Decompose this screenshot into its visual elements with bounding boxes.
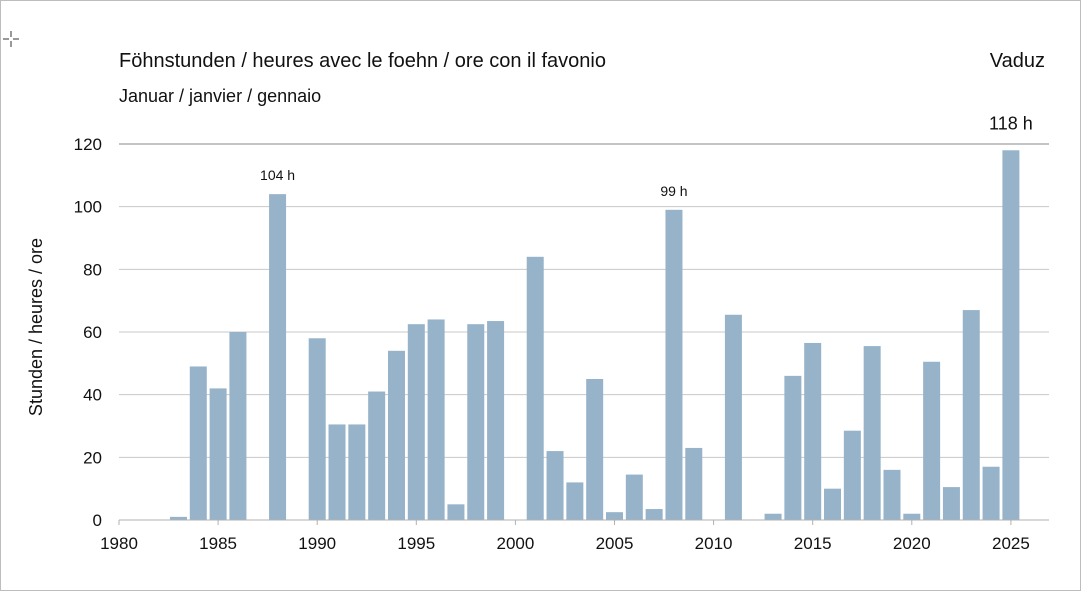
bar	[269, 194, 287, 520]
x-tick-label: 1990	[298, 534, 336, 553]
data-label: 104 h	[260, 167, 295, 183]
bars-group	[169, 150, 1020, 521]
bar	[883, 469, 901, 520]
chart-title: Föhnstunden / heures avec le foehn / ore…	[119, 50, 606, 72]
bar	[487, 321, 505, 520]
bar	[328, 424, 346, 520]
bar	[685, 447, 703, 520]
bar	[566, 482, 584, 520]
bar	[843, 430, 861, 520]
bar	[923, 361, 941, 520]
bar	[209, 388, 227, 520]
bar	[447, 504, 465, 520]
chart-subtitle: Januar / janvier / gennaio	[119, 86, 322, 106]
x-tick-label: 1985	[199, 534, 237, 553]
x-tick-label: 2025	[992, 534, 1030, 553]
bar	[368, 391, 386, 520]
bar	[645, 509, 663, 520]
bar	[348, 424, 366, 520]
bar	[387, 350, 405, 520]
bar	[764, 513, 782, 520]
bar	[982, 466, 1000, 520]
bar	[724, 314, 742, 520]
x-tick-label: 1995	[397, 534, 435, 553]
x-tick-label: 2015	[794, 534, 832, 553]
axes-group	[118, 519, 1049, 525]
grid-lines	[119, 143, 1049, 458]
bar	[625, 474, 643, 520]
y-tick-label: 120	[74, 135, 102, 154]
y-axis-label: Stunden / heures / ore	[26, 238, 46, 416]
data-label: 99 h	[660, 183, 687, 199]
bar	[665, 209, 683, 521]
bar	[546, 451, 564, 520]
bar	[467, 324, 485, 520]
bar	[526, 256, 544, 520]
x-tick-label: 2005	[596, 534, 634, 553]
bar	[942, 487, 960, 520]
bar	[903, 513, 921, 520]
bar	[189, 366, 207, 520]
bar	[229, 332, 247, 520]
crosshair-cursor-icon	[3, 31, 19, 47]
bar	[586, 379, 604, 520]
x-tick-label: 2000	[496, 534, 534, 553]
x-tick-label: 2020	[893, 534, 931, 553]
bar	[606, 512, 623, 520]
y-tick-label: 100	[74, 198, 102, 217]
bar	[308, 338, 326, 520]
bar	[784, 375, 802, 520]
y-tick-label: 20	[83, 448, 102, 467]
y-tick-label: 80	[83, 260, 102, 279]
bar	[1002, 150, 1020, 520]
bar	[804, 342, 822, 520]
data-label: 118 h	[989, 113, 1033, 133]
bar	[962, 310, 980, 520]
bar	[427, 319, 445, 520]
y-tick-label: 60	[83, 323, 102, 342]
x-tick-label: 2010	[695, 534, 733, 553]
bar	[407, 324, 425, 520]
station-name: Vaduz	[989, 50, 1045, 72]
y-tick-label: 40	[83, 386, 102, 405]
y-tick-label: 0	[93, 511, 102, 530]
bar	[824, 488, 842, 520]
x-tick-label: 1980	[100, 534, 138, 553]
bar	[863, 346, 881, 520]
bar	[169, 516, 187, 520]
labels-group: 0 20 40 60 80 100 120 1980 1985 1990 1995 2000 2005 2…	[26, 113, 1033, 553]
